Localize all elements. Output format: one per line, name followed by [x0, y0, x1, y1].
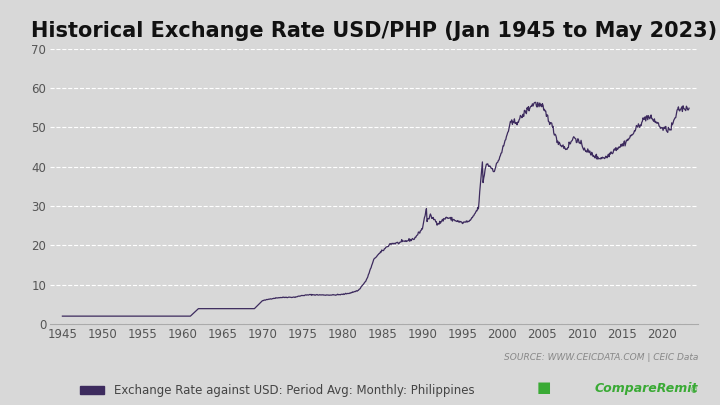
Legend: Exchange Rate against USD: Period Avg: Monthly: Philippines: Exchange Rate against USD: Period Avg: M…: [76, 379, 479, 402]
Text: ■: ■: [536, 380, 551, 395]
Text: SOURCE: WWW.CEICDATA.COM | CEIC Data: SOURCE: WWW.CEICDATA.COM | CEIC Data: [504, 354, 698, 362]
Text: CompareRemit: CompareRemit: [595, 382, 698, 395]
Title: Historical Exchange Rate USD/PHP (Jan 1945 to May 2023): Historical Exchange Rate USD/PHP (Jan 19…: [32, 21, 717, 41]
Text: ®: ®: [690, 386, 698, 395]
